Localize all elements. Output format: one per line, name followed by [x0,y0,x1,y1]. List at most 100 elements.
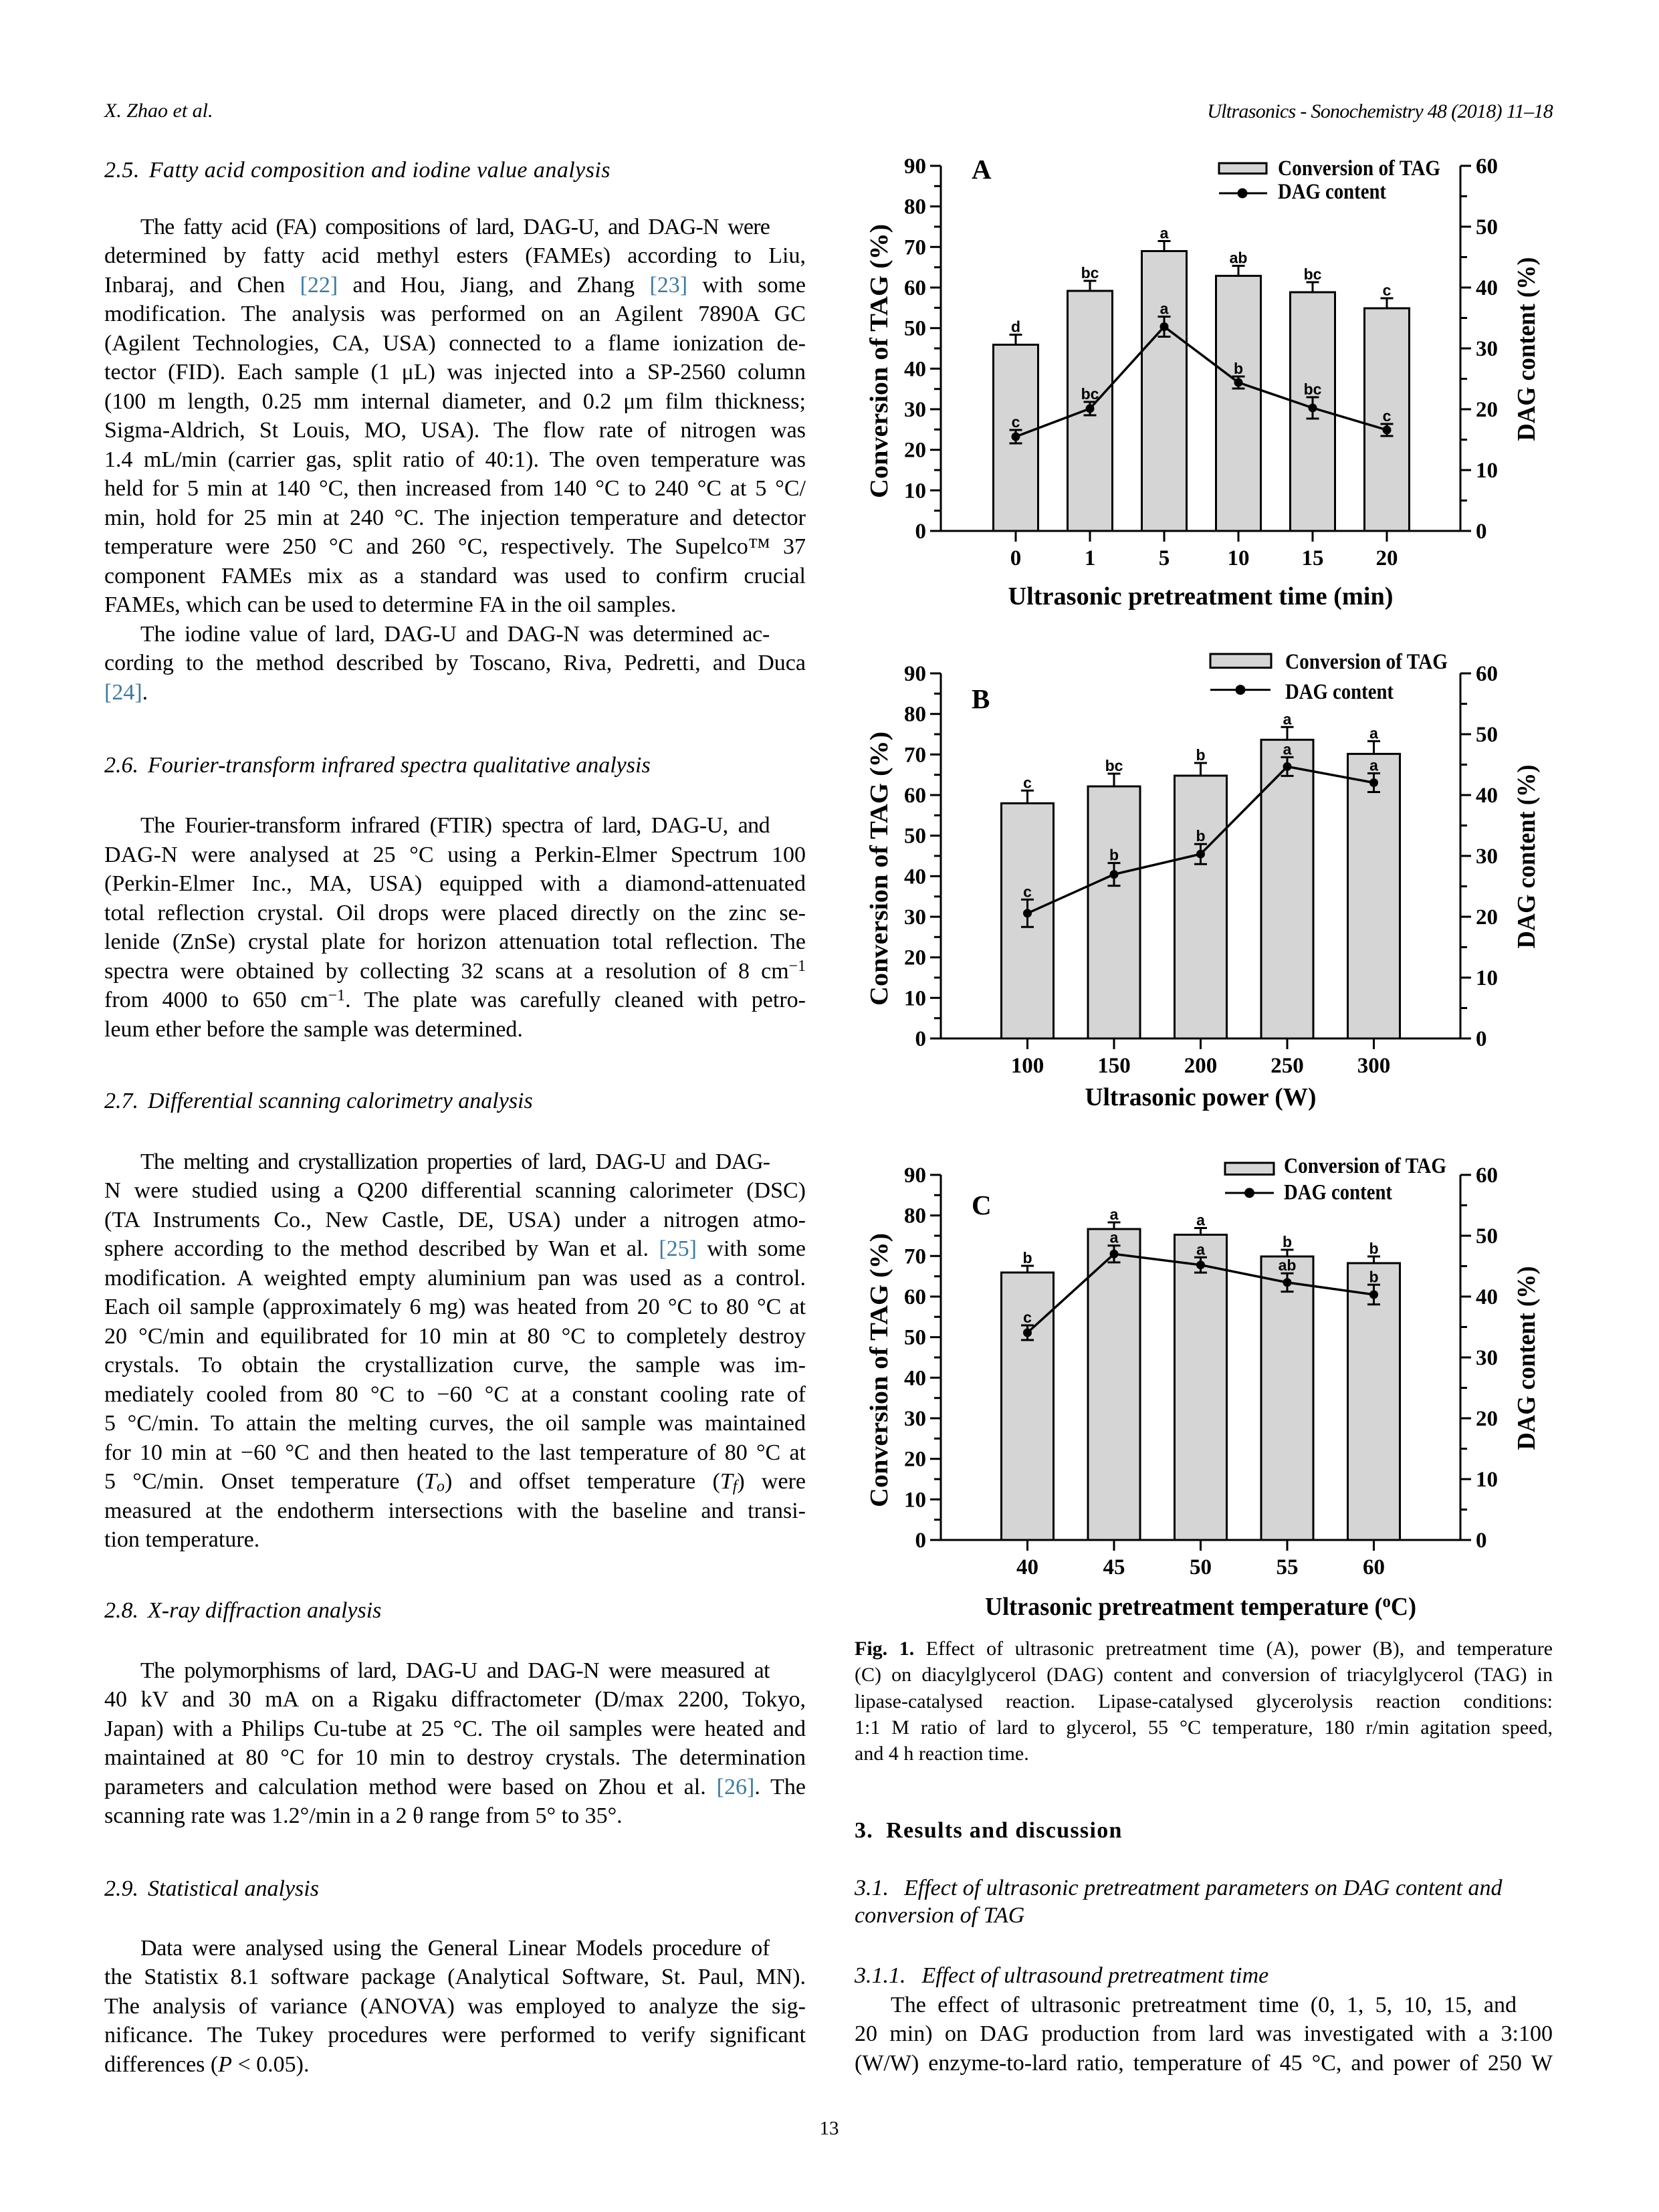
svg-text:5: 5 [1159,546,1170,570]
svg-text:60: 60 [1363,1555,1385,1579]
svg-text:55: 55 [1277,1555,1299,1579]
svg-text:50: 50 [1476,215,1498,239]
svg-text:b: b [1196,746,1205,764]
svg-text:Conversion of TAG: Conversion of TAG [1284,1154,1446,1178]
svg-text:70: 70 [904,743,926,767]
svg-text:20: 20 [1476,1407,1498,1431]
svg-text:c: c [1023,774,1032,791]
svg-text:10: 10 [1476,966,1498,990]
svg-text:DAG content (%): DAG content (%) [1513,257,1541,441]
svg-text:20: 20 [904,1448,926,1472]
svg-text:b: b [1109,847,1119,864]
svg-text:10: 10 [1476,459,1498,483]
svg-text:50: 50 [904,1326,926,1350]
svg-text:c: c [1383,407,1392,425]
svg-text:b: b [1022,1249,1032,1266]
svg-text:80: 80 [904,703,926,727]
svg-text:20: 20 [1476,398,1498,422]
svg-text:A: A [972,154,992,185]
svg-text:a: a [1110,1206,1119,1223]
svg-text:60: 60 [904,784,926,808]
svg-text:40: 40 [904,1366,926,1390]
svg-text:a: a [1369,757,1378,774]
svg-text:40: 40 [1476,1285,1498,1309]
svg-text:0: 0 [1010,546,1022,570]
svg-text:60: 60 [1476,1164,1498,1188]
svg-text:20: 20 [1476,905,1498,929]
svg-text:Conversion of TAG: Conversion of TAG [1278,156,1440,181]
svg-text:a: a [1110,1229,1119,1246]
svg-text:50: 50 [904,317,926,341]
svg-text:15: 15 [1302,546,1324,570]
svg-text:c: c [1383,282,1392,299]
svg-text:30: 30 [904,398,926,422]
svg-text:80: 80 [904,195,926,219]
svg-text:DAG content (%): DAG content (%) [1513,765,1541,949]
svg-text:bc: bc [1081,264,1099,282]
svg-text:90: 90 [904,662,926,686]
svg-text:70: 70 [904,235,926,259]
svg-text:b: b [1234,360,1243,377]
svg-text:30: 30 [1476,845,1498,869]
svg-text:200: 200 [1184,1054,1218,1078]
svg-text:30: 30 [904,905,926,929]
svg-text:50: 50 [1190,1555,1212,1579]
svg-text:d: d [1011,318,1020,336]
svg-text:DAG content: DAG content [1278,180,1386,204]
svg-text:bc: bc [1105,757,1123,774]
svg-text:0: 0 [915,1529,927,1553]
svg-text:c: c [1023,1309,1032,1326]
svg-text:bc: bc [1081,385,1099,403]
svg-text:a: a [1283,710,1292,728]
svg-text:10: 10 [904,479,926,503]
svg-text:a: a [1283,740,1292,758]
svg-text:a: a [1160,300,1169,318]
svg-text:20: 20 [904,439,926,463]
svg-text:150: 150 [1097,1054,1131,1078]
svg-text:80: 80 [904,1204,926,1228]
svg-text:b: b [1196,827,1205,845]
svg-text:DAG content: DAG content [1284,1181,1392,1205]
svg-text:0: 0 [915,520,927,544]
svg-text:b: b [1283,1233,1292,1250]
svg-text:30: 30 [904,1407,926,1431]
svg-text:30: 30 [1476,1346,1498,1370]
svg-text:90: 90 [904,1164,926,1188]
svg-text:a: a [1196,1240,1205,1258]
svg-text:B: B [972,683,990,714]
svg-text:40: 40 [1016,1555,1038,1579]
svg-text:bc: bc [1304,380,1322,398]
svg-text:a: a [1160,225,1169,242]
svg-text:ab: ab [1279,1256,1297,1274]
svg-text:ab: ab [1230,249,1248,267]
svg-text:Conversion of TAG: Conversion of TAG [1285,650,1448,674]
svg-text:50: 50 [904,824,926,849]
svg-text:DAG content: DAG content [1285,680,1394,704]
svg-text:40: 40 [904,357,926,381]
svg-text:60: 60 [1476,662,1498,686]
svg-text:40: 40 [904,865,926,889]
svg-text:b: b [1369,1268,1378,1285]
svg-text:40: 40 [1476,276,1498,300]
svg-text:100: 100 [1011,1054,1044,1078]
svg-text:Conversion of TAG (%): Conversion of TAG (%) [865,224,893,498]
svg-text:c: c [1012,413,1020,431]
svg-text:0: 0 [1476,1027,1487,1051]
svg-text:10: 10 [904,986,926,1010]
svg-text:Conversion of TAG (%): Conversion of TAG (%) [865,1233,893,1507]
svg-text:Ultrasonic pretreatment time (: Ultrasonic pretreatment time (min) [1008,582,1394,611]
svg-text:50: 50 [1476,723,1498,747]
svg-text:10: 10 [904,1488,926,1512]
svg-text:0: 0 [915,1027,927,1051]
svg-text:300: 300 [1357,1054,1391,1078]
svg-text:10: 10 [1228,546,1250,570]
svg-text:45: 45 [1103,1555,1125,1579]
svg-text:70: 70 [904,1244,926,1268]
svg-text:90: 90 [904,154,926,179]
svg-text:bc: bc [1304,265,1322,283]
svg-text:a: a [1369,724,1378,742]
svg-text:60: 60 [1476,154,1498,179]
svg-text:C: C [972,1190,992,1220]
svg-text:40: 40 [1476,784,1498,808]
svg-text:60: 60 [904,1285,926,1309]
